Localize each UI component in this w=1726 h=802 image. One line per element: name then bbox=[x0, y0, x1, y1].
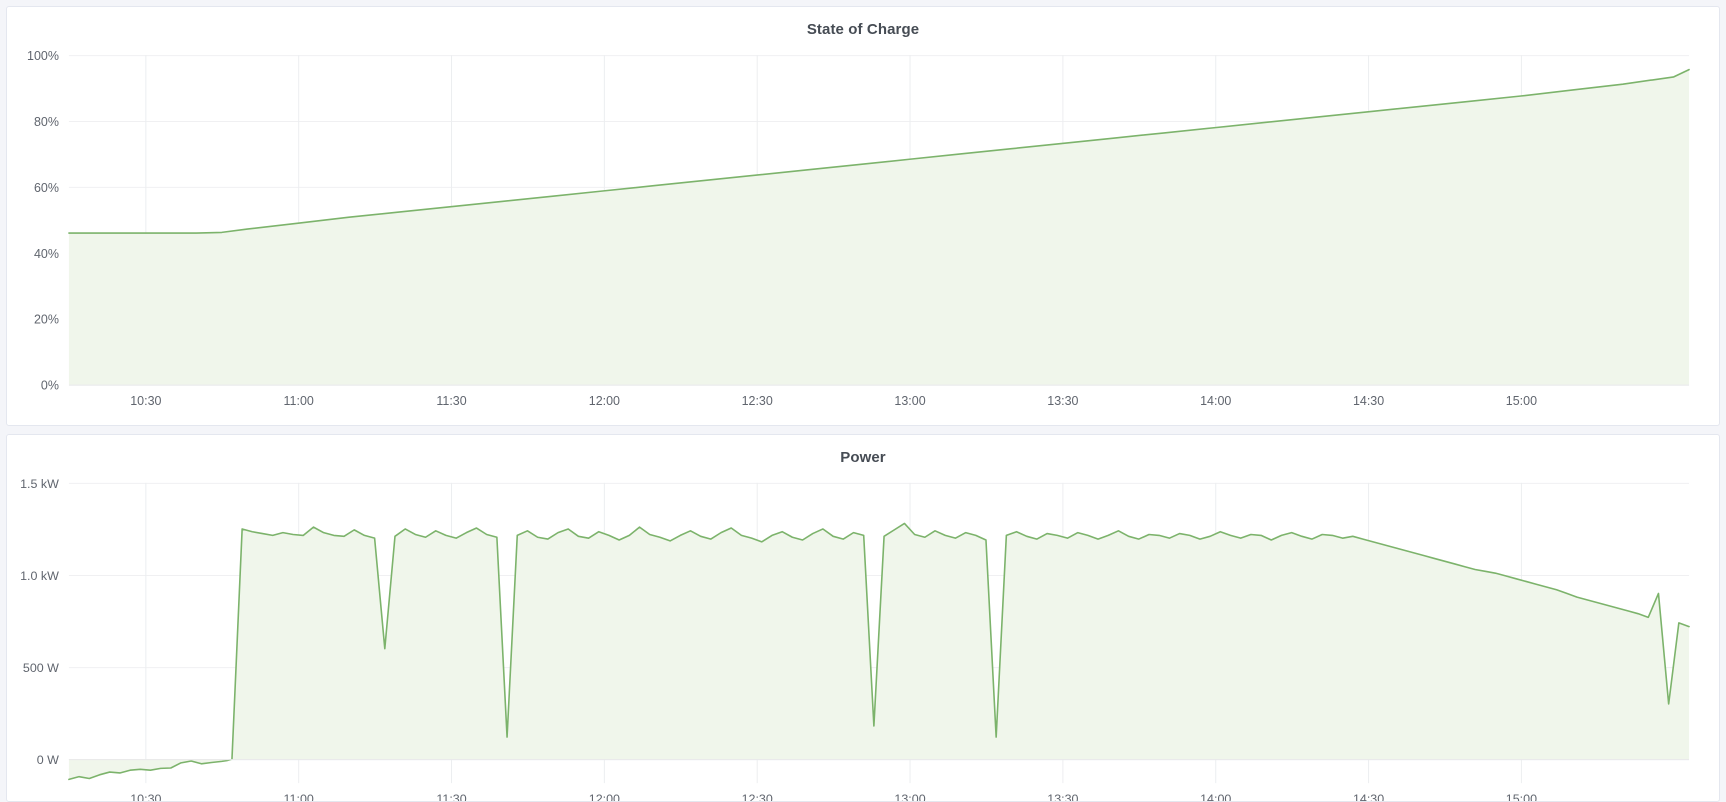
series-area-fill bbox=[68, 523, 1690, 780]
x-axis-tick-label: 13:00 bbox=[894, 792, 925, 801]
chart-power[interactable]: 0 W 500 W 1.0 kW 1.5 kW 10:30 11:00 11:30 12:00… bbox=[7, 469, 1719, 801]
panel-state-of-charge[interactable]: State of Charge 0% 20% 40% 60% 80% 100% 10:30 1… bbox=[6, 6, 1720, 426]
x-axis-tick-label: 12:30 bbox=[742, 394, 773, 408]
y-axis-tick-label: 1.0 kW bbox=[20, 569, 59, 583]
x-axis-tick-label: 14:00 bbox=[1200, 394, 1231, 408]
panel-title-state-of-charge: State of Charge bbox=[806, 21, 920, 38]
power-plot[interactable]: 0 W 500 W 1.0 kW 1.5 kW 10:30 11:00 11:30 12:00… bbox=[7, 469, 1719, 801]
y-axis-tick-label: 60% bbox=[34, 181, 59, 195]
x-axis-tick-label: 13:00 bbox=[894, 394, 925, 408]
x-axis-tick-label: 15:00 bbox=[1506, 394, 1537, 408]
y-axis-tick-label: 0% bbox=[41, 379, 59, 393]
x-axis-tick-label: 10:30 bbox=[130, 394, 161, 408]
x-axis-tick-label: 12:30 bbox=[742, 792, 773, 801]
panel-power[interactable]: Power 0 W 500 W 1.0 kW 1.5 kW 10:30 11:00 11:3… bbox=[6, 434, 1720, 802]
chart-state-of-charge[interactable]: 0% 20% 40% 60% 80% 100% 10:30 11:00 11:30 12:00 12… bbox=[7, 41, 1719, 425]
x-axis-tick-label: 14:30 bbox=[1353, 792, 1384, 801]
y-axis-tick-label: 0 W bbox=[37, 753, 59, 767]
panel-title-power: Power bbox=[840, 449, 886, 466]
state-of-charge-plot[interactable]: 0% 20% 40% 60% 80% 100% 10:30 11:00 11:30 12:00 12… bbox=[7, 41, 1719, 425]
series-area-fill bbox=[68, 69, 1690, 385]
x-axis-tick-label: 11:00 bbox=[284, 394, 314, 408]
x-axis-tick-label: 11:00 bbox=[284, 792, 314, 801]
x-axis-tick-label: 14:00 bbox=[1200, 792, 1231, 801]
y-axis-tick-label: 500 W bbox=[23, 661, 59, 675]
x-axis-tick-label: 10:30 bbox=[130, 792, 161, 801]
series-line bbox=[68, 68, 1690, 234]
y-axis-tick-label: 80% bbox=[34, 115, 59, 129]
x-axis-tick-label: 12:00 bbox=[589, 394, 620, 408]
y-axis-tick-label: 40% bbox=[34, 247, 59, 261]
y-axis-tick-label: 20% bbox=[34, 313, 59, 327]
x-axis-tick-label: 15:00 bbox=[1506, 792, 1537, 801]
x-axis-tick-label: 14:30 bbox=[1353, 394, 1384, 408]
x-axis-tick-label: 13:30 bbox=[1047, 792, 1078, 801]
x-axis-tick-label: 11:30 bbox=[436, 394, 466, 408]
x-axis-tick-label: 11:30 bbox=[436, 792, 466, 801]
x-axis-tick-label: 13:30 bbox=[1047, 394, 1078, 408]
y-axis-tick-label: 1.5 kW bbox=[20, 477, 59, 491]
x-axis-tick-label: 12:00 bbox=[589, 792, 620, 801]
y-axis-tick-label: 100% bbox=[27, 49, 59, 63]
series-line bbox=[68, 522, 1690, 781]
